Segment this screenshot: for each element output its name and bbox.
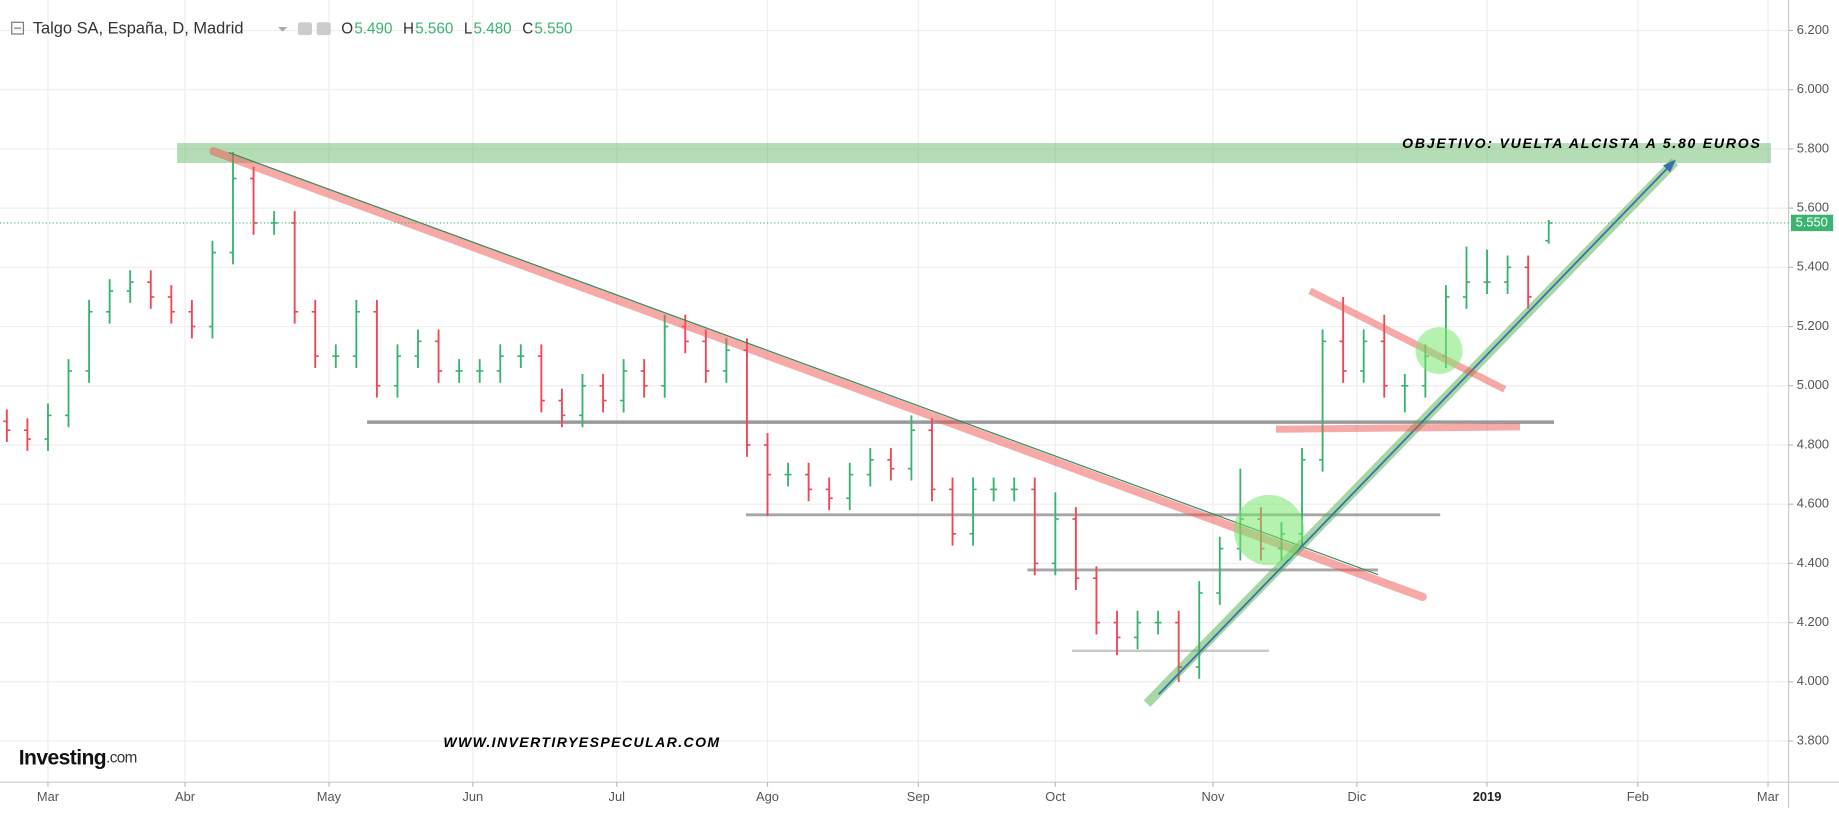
y-tick-label: 5.400: [1797, 259, 1829, 274]
breakout-circle: [1233, 494, 1305, 566]
annotation: OBJETIVO: VUELTA ALCISTA A 5.80 EUROS: [1402, 135, 1761, 151]
last-price-tag: [1790, 214, 1834, 232]
header-value: 5.490: [354, 20, 392, 37]
resistance-line: [1308, 287, 1507, 393]
dropdown-icon[interactable]: [277, 26, 288, 32]
header-key: H: [403, 20, 414, 37]
y-tick-label: 4.600: [1797, 496, 1829, 511]
x-tick-label: Feb: [1627, 789, 1649, 804]
x-tick-label: 2019: [1473, 789, 1502, 804]
logo-suffix: .com: [106, 750, 137, 767]
x-tick-label: Dic: [1348, 789, 1367, 804]
y-tick-label: 4.800: [1797, 436, 1829, 451]
x-tick-label: Mar: [1757, 789, 1780, 804]
collapse-icon[interactable]: [11, 21, 25, 35]
settings-icon[interactable]: [316, 22, 331, 36]
x-tick-label: Jun: [462, 789, 483, 804]
axes: 3.800 4.000 4.200 4.400 4.600 4.800 5.000 5.200…: [0, 22, 1834, 804]
last-price-label: 5.550: [1796, 214, 1828, 229]
x-tick-label: Ago: [756, 789, 779, 804]
x-tick-label: Abr: [175, 789, 196, 804]
breakout-circle: [1415, 327, 1463, 375]
annotation: WWW.INVERTIRYESPECULAR.COM: [443, 734, 720, 750]
header-key: O: [341, 20, 353, 37]
header-value: 5.560: [415, 20, 453, 37]
y-tick-label: 4.200: [1797, 614, 1829, 629]
y-tick-label: 5.600: [1797, 200, 1829, 215]
target-zone: [177, 143, 1771, 164]
y-tick-label: 4.000: [1797, 673, 1829, 688]
y-tick-label: 6.200: [1797, 22, 1829, 37]
y-tick-label: 5.200: [1797, 318, 1829, 333]
x-tick-label: Oct: [1045, 789, 1065, 804]
header-values: O 5.490 H 5.560 L 5.480 C 5.550: [341, 20, 572, 37]
chart-title: Talgo SA, España, D, Madrid: [33, 20, 244, 38]
y-tick-label: 4.400: [1797, 555, 1829, 570]
header-value: 5.480: [474, 20, 512, 37]
x-tick-label: Jul: [609, 789, 625, 804]
x-tick-label: Nov: [1201, 789, 1224, 804]
header-value: 5.550: [534, 20, 572, 37]
header-key: C: [522, 20, 533, 37]
y-tick-label: 3.800: [1797, 732, 1829, 747]
grid: [0, 0, 1789, 783]
drawings-top: [209, 147, 1679, 707]
x-tick-label: May: [317, 789, 342, 804]
y-tick-label: 6.000: [1797, 81, 1829, 96]
bars: [3, 151, 1553, 682]
x-tick-label: Mar: [37, 789, 60, 804]
y-tick-label: 5.000: [1797, 377, 1829, 392]
downtrend-thin-line: [228, 151, 1379, 576]
downtrend-line: [209, 147, 1427, 602]
x-tick-label: Sep: [907, 789, 930, 804]
y-tick-label: 5.800: [1797, 140, 1829, 155]
eye-icon[interactable]: [297, 22, 312, 36]
logo-main: Investing: [19, 746, 106, 769]
resistance-line: [1276, 423, 1521, 433]
arrow-head: [1663, 159, 1676, 173]
logo: Investing.com: [19, 746, 137, 769]
header-key: L: [464, 20, 472, 37]
